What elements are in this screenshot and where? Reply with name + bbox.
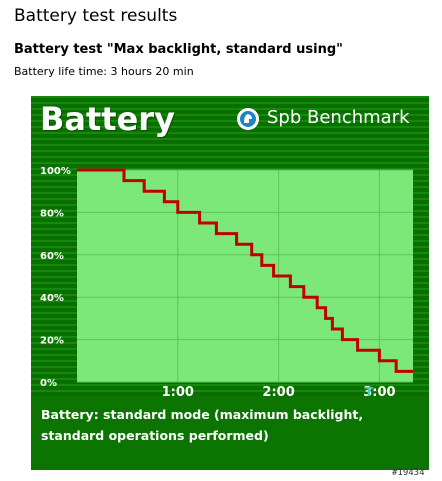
y-tick-label: 40% [40,293,64,304]
y-tick-label: 0% [40,378,57,389]
battery-chart-panel: Battery Spb Benchmark 0% 20% 40% 60% 80% 100%… [31,96,429,470]
x-tick-label: 1:00 [162,385,194,396]
x-tick-label: 3:00 [363,385,395,396]
time-marker: T [365,385,374,396]
x-tick-label: 2:00 [262,385,294,396]
caption-area [31,396,429,470]
panel-heading: Battery [40,100,175,138]
caption-line-2: standard operations performed) [41,428,269,443]
battery-chart: 0% 20% 40% 60% 80% 100% 1:00 2:00 3:00T [40,166,413,396]
y-tick-label: 80% [40,208,64,219]
page-title: Battery test results [14,6,178,26]
test-title: Battery test "Max backlight, standard us… [14,42,343,57]
brand-name: Spb Benchmark [267,107,410,128]
y-tick-label: 60% [40,251,64,262]
battery-level-line [77,168,413,373]
battery-life-time: Battery life time: 3 hours 20 min [14,65,194,78]
image-stamp: #19434 [392,468,425,478]
caption-line-1: Battery: standard mode (maximum backligh… [41,407,364,422]
y-tick-label: 20% [40,336,64,347]
spb-logo-icon [237,108,259,130]
y-tick-label: 100% [40,166,71,177]
